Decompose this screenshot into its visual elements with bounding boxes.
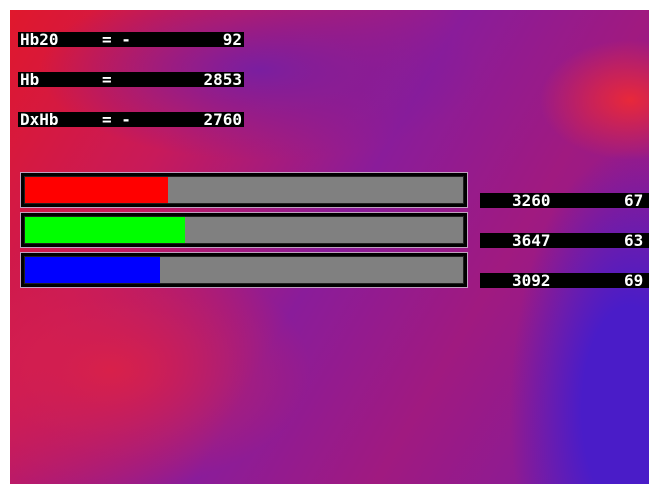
bar-track xyxy=(24,176,464,204)
readout-value: 2853 xyxy=(203,70,242,89)
readout-operator: = - xyxy=(102,110,131,129)
channel-secondary: 69 xyxy=(624,271,644,290)
channel-bar xyxy=(20,172,468,208)
readout-strip xyxy=(18,32,244,47)
channel-value: 3092 xyxy=(512,271,551,290)
readout-value: 2760 xyxy=(203,110,242,129)
bar-track xyxy=(24,216,464,244)
readout-operator: = xyxy=(102,70,112,89)
bar-track xyxy=(24,256,464,284)
channel-bar xyxy=(20,252,468,288)
readout-label: DxHb xyxy=(20,110,59,129)
bar-fill xyxy=(25,177,168,203)
readout-operator: = - xyxy=(102,30,131,49)
channel-bar xyxy=(20,212,468,248)
screen: Hb20 = - 92 Hb = 2853 DxHb = - 2760 3260 67 3647 63 3… xyxy=(10,10,649,484)
channel-secondary: 67 xyxy=(624,191,644,210)
bar-fill xyxy=(25,217,185,243)
readout-strip xyxy=(18,112,244,127)
channel-secondary: 63 xyxy=(624,231,644,250)
readout-label: Hb20 xyxy=(20,30,59,49)
readout-value: 92 xyxy=(222,30,242,49)
readout-strip xyxy=(18,72,244,87)
channel-value: 3647 xyxy=(512,231,551,250)
channel-strip xyxy=(480,273,649,288)
channel-strip xyxy=(480,193,649,208)
bar-fill xyxy=(25,257,161,283)
channel-value: 3260 xyxy=(512,191,551,210)
channel-strip xyxy=(480,233,649,248)
readout-label: Hb xyxy=(20,70,40,89)
